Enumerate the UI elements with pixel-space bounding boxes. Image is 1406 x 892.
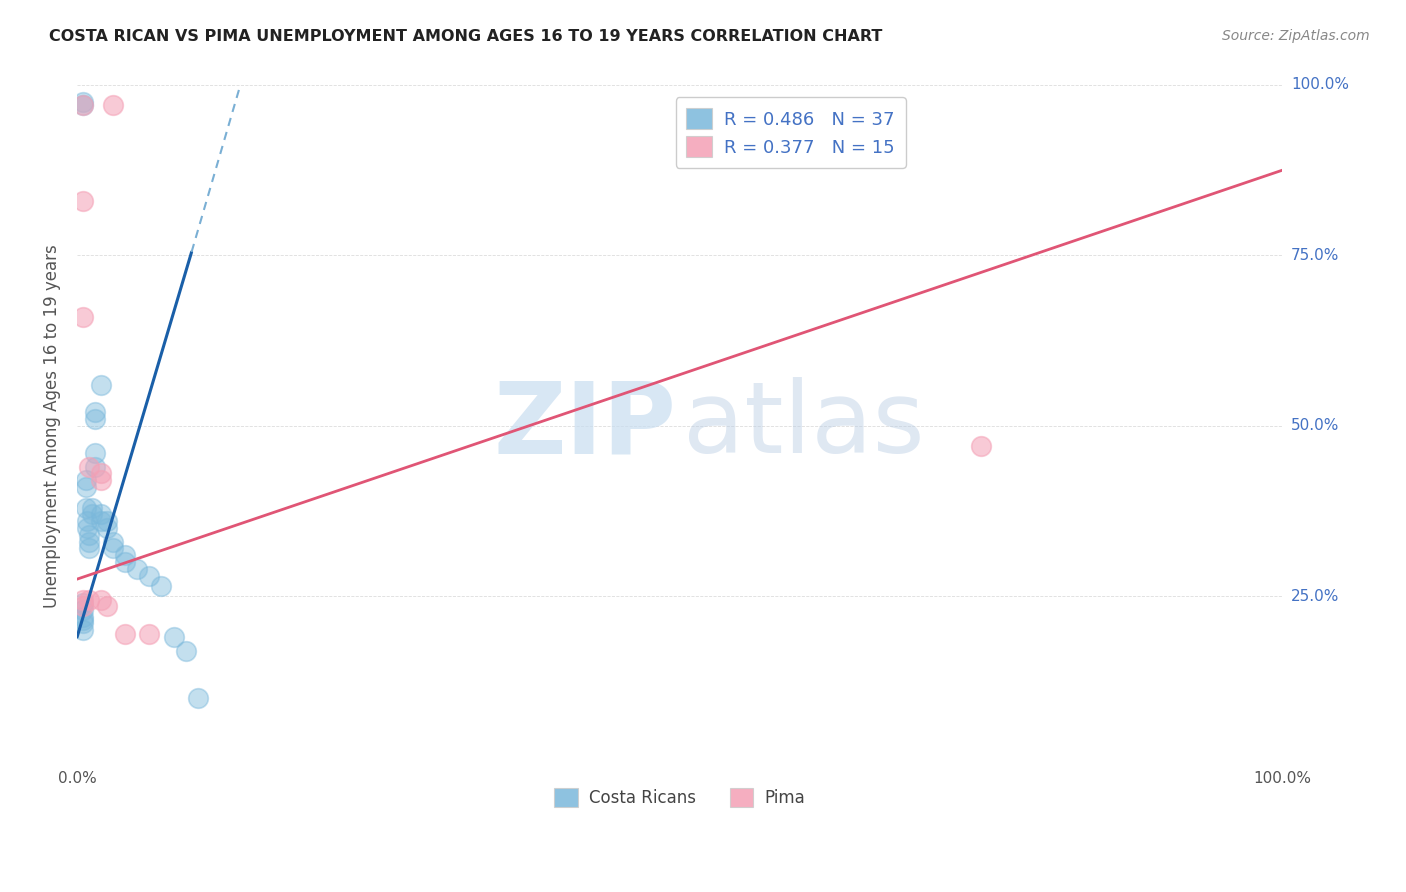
Text: Source: ZipAtlas.com: Source: ZipAtlas.com (1222, 29, 1369, 44)
Point (77, 459, 100, 474)
Point (138, 568, 160, 582)
Point (127, 562, 149, 576)
Point (970, 439, 993, 453)
Point (150, 579, 173, 593)
Point (72, 599, 94, 614)
Text: COSTA RICAN VS PIMA UNEMPLOYMENT AMONG AGES 16 TO 19 YEARS CORRELATION CHART: COSTA RICAN VS PIMA UNEMPLOYMENT AMONG A… (49, 29, 883, 45)
Point (96, 599, 118, 614)
Point (174, 643, 197, 657)
Text: 75.0%: 75.0% (1291, 248, 1339, 263)
Text: ZIP: ZIP (494, 377, 676, 475)
Point (96, 514, 118, 528)
Point (72, 596, 94, 610)
Point (187, 691, 209, 706)
Point (103, 98, 125, 112)
Point (75, 500, 97, 515)
Text: 50.0%: 50.0% (1291, 418, 1339, 434)
Point (77, 528, 100, 542)
Point (72, 310, 94, 324)
Point (84, 412, 107, 426)
Point (80, 500, 103, 515)
Point (90, 473, 112, 487)
Point (72, 98, 94, 112)
Point (77, 541, 100, 556)
Point (90, 467, 112, 481)
Point (72, 194, 94, 208)
Point (90, 377, 112, 392)
Point (77, 534, 100, 549)
Point (162, 630, 184, 644)
Point (84, 446, 107, 460)
Point (72, 624, 94, 638)
Point (114, 548, 136, 562)
Point (114, 555, 136, 569)
Text: 25.0%: 25.0% (1291, 589, 1339, 604)
Point (90, 514, 112, 528)
Point (114, 626, 136, 640)
Text: atlas: atlas (683, 377, 925, 475)
Legend: Costa Ricans, Pima: Costa Ricans, Pima (547, 781, 813, 814)
Point (80, 508, 103, 522)
Y-axis label: Unemployment Among Ages 16 to 19 years: Unemployment Among Ages 16 to 19 years (44, 244, 60, 607)
Point (84, 459, 107, 474)
Point (77, 592, 100, 607)
Point (90, 508, 112, 522)
Point (76, 521, 98, 535)
Point (84, 405, 107, 419)
Point (72, 613, 94, 627)
Point (103, 541, 125, 556)
Point (138, 626, 160, 640)
Point (76, 514, 98, 528)
Point (72, 616, 94, 631)
Point (75, 480, 97, 494)
Text: 100.0%: 100.0% (1291, 78, 1348, 93)
Point (72, 592, 94, 607)
Point (72, 95, 94, 109)
Point (72, 603, 94, 617)
Point (72, 98, 94, 112)
Point (72, 609, 94, 624)
Point (103, 534, 125, 549)
Point (96, 521, 118, 535)
Point (75, 473, 97, 487)
Point (90, 592, 112, 607)
